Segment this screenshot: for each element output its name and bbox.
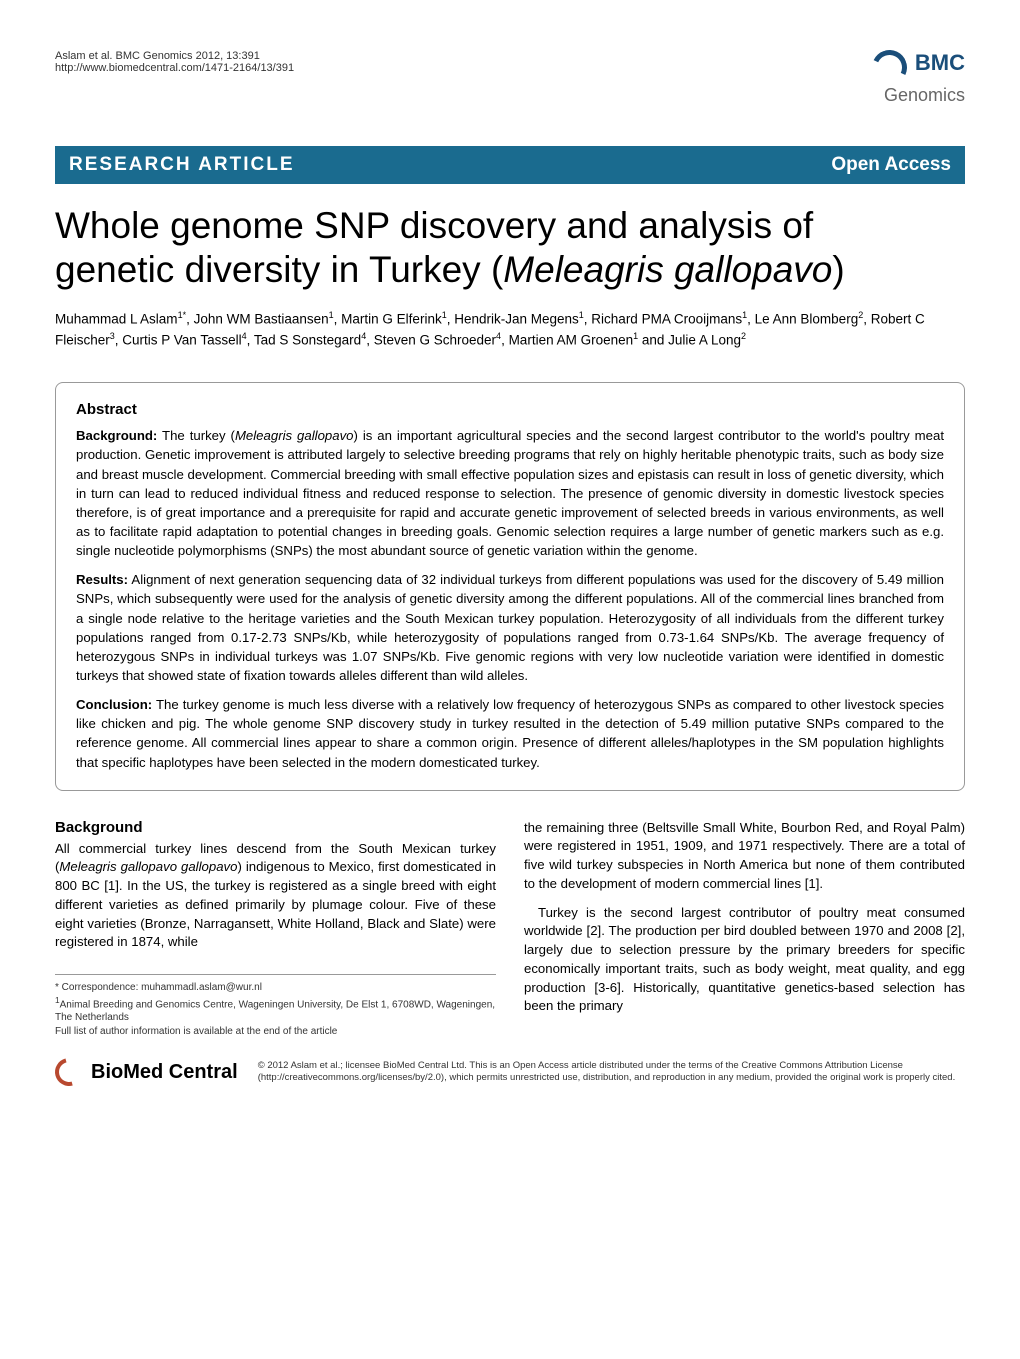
correspondence: * Correspondence: muhammadl.aslam@wur.nl: [55, 981, 496, 995]
footer-row: BioMed Central © 2012 Aslam et al.; lice…: [55, 1058, 965, 1086]
logo-arc-icon: [867, 45, 912, 90]
abstract-results: Results: Alignment of next generation se…: [76, 570, 944, 685]
article-title: Whole genome SNP discovery and analysis …: [55, 204, 965, 293]
col2-paragraph1: the remaining three (Beltsville Small Wh…: [524, 819, 965, 894]
affiliation: 1Animal Breeding and Genomics Centre, Wa…: [55, 995, 496, 1025]
title-line2-pre: genetic diversity in Turkey (: [55, 249, 503, 290]
article-type-banner: RESEARCH ARTICLE Open Access: [55, 146, 965, 184]
background-heading: Background: [55, 819, 496, 836]
abstract-conclusion: Conclusion: The turkey genome is much le…: [76, 695, 944, 772]
logo-genomics-text: Genomics: [872, 85, 965, 106]
logo-bmc-text: BMC: [915, 50, 965, 75]
open-access-label: Open Access: [831, 154, 951, 176]
abstract-heading: Abstract: [76, 401, 944, 418]
title-line2-post: ): [832, 249, 844, 290]
background-label: Background:: [76, 428, 157, 443]
column-left: Background All commercial turkey lines d…: [55, 819, 496, 1039]
results-text: Alignment of next generation sequencing …: [76, 572, 944, 683]
bmc-circle-icon: [50, 1053, 88, 1091]
bmc-footer-text: BioMed Central: [91, 1061, 238, 1084]
header-row: Aslam et al. BMC Genomics 2012, 13:391 h…: [55, 50, 965, 106]
article-type: RESEARCH ARTICLE: [69, 154, 295, 176]
conclusion-text: The turkey genome is much less diverse w…: [76, 697, 944, 769]
citation-line1: Aslam et al. BMC Genomics 2012, 13:391: [55, 50, 294, 62]
abstract-box: Abstract Background: The turkey (Meleagr…: [55, 382, 965, 790]
title-line1: Whole genome SNP discovery and analysis …: [55, 205, 813, 246]
col2-paragraph2: Turkey is the second largest contributor…: [524, 904, 965, 1016]
background-text: The turkey (Meleagris gallopavo) is an i…: [76, 428, 944, 558]
citation-line2: http://www.biomedcentral.com/1471-2164/1…: [55, 62, 294, 74]
body-columns: Background All commercial turkey lines d…: [55, 819, 965, 1039]
col1-paragraph1: All commercial turkey lines descend from…: [55, 840, 496, 952]
title-species: Meleagris gallopavo: [503, 249, 832, 290]
biomed-central-logo: BioMed Central: [55, 1058, 238, 1086]
results-label: Results:: [76, 572, 128, 587]
footnotes: * Correspondence: muhammadl.aslam@wur.nl…: [55, 974, 496, 1038]
authors-list: Muhammad L Aslam1*, John WM Bastiaansen1…: [55, 309, 965, 351]
conclusion-label: Conclusion:: [76, 697, 152, 712]
journal-logo: BMC Genomics: [872, 50, 965, 106]
full-list-note: Full list of author information is avail…: [55, 1025, 496, 1039]
abstract-background: Background: The turkey (Meleagris gallop…: [76, 426, 944, 560]
copyright-text: © 2012 Aslam et al.; licensee BioMed Cen…: [258, 1060, 965, 1086]
citation: Aslam et al. BMC Genomics 2012, 13:391 h…: [55, 50, 294, 74]
column-right: the remaining three (Beltsville Small Wh…: [524, 819, 965, 1039]
